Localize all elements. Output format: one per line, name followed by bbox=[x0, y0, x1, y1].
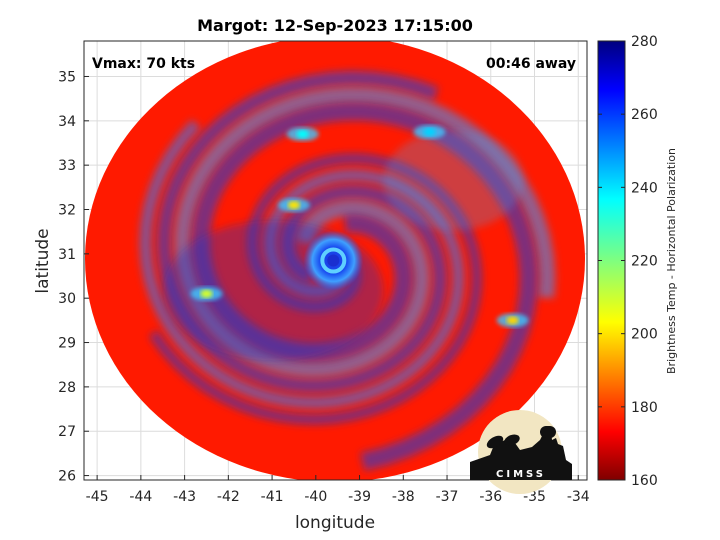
y-axis-label: latitude bbox=[33, 228, 53, 293]
eye bbox=[327, 254, 340, 267]
y-tick-label: 32 bbox=[58, 203, 76, 219]
logo-water-tower bbox=[540, 426, 556, 438]
plot-frame bbox=[83, 40, 588, 481]
colorbar-ticks: 160 180 200 220 240 260 280 bbox=[598, 34, 658, 489]
x-tick-label: -45 bbox=[86, 489, 109, 505]
colorbar-label: Brightness Temp - Horizontal Polarizatio… bbox=[665, 148, 678, 374]
chart-title: Margot: 12-Sep-2023 17:15:00 bbox=[197, 16, 473, 35]
north-band-1 bbox=[296, 130, 309, 139]
logo-silhouette bbox=[470, 428, 572, 480]
colorbar-tick-label: 260 bbox=[631, 107, 658, 123]
north-band-2 bbox=[423, 127, 436, 136]
x-tick-label: -37 bbox=[436, 489, 459, 505]
x-tick-label: -34 bbox=[567, 489, 590, 505]
x-tick-label: -38 bbox=[392, 489, 415, 505]
logo-dish-1 bbox=[486, 435, 504, 449]
rainband bbox=[156, 70, 448, 393]
cimss-logo: CIMSS bbox=[470, 410, 572, 494]
colorbar: 160 180 200 220 240 260 280 Brightness Temp - … bbox=[597, 34, 678, 489]
y-tick-label: 26 bbox=[58, 469, 76, 485]
y-tick-label: 31 bbox=[58, 247, 76, 263]
y-tick-label: 34 bbox=[58, 114, 76, 130]
x-tick-label: -42 bbox=[217, 489, 240, 505]
colorbar-tick-label: 160 bbox=[631, 473, 658, 489]
logo-dish-2 bbox=[504, 434, 520, 446]
x-axis-ticks: -45 -44 -43 -42 -41 -40 -39 -38 -37 -36 -35 -34 bbox=[86, 475, 590, 505]
y-tick-label: 30 bbox=[58, 291, 76, 307]
x-tick-label: -36 bbox=[479, 489, 502, 505]
x-tick-label: -43 bbox=[173, 489, 196, 505]
time-offset-annotation: 00:46 away bbox=[486, 56, 576, 72]
colorbar-tick-label: 280 bbox=[631, 34, 658, 50]
y-axis-ticks: 26 27 28 29 30 31 32 33 34 35 bbox=[58, 69, 89, 485]
colorbar-tick-label: 200 bbox=[631, 327, 658, 343]
x-tick-label: -39 bbox=[348, 489, 371, 505]
logo-text: CIMSS bbox=[496, 469, 546, 480]
y-tick-label: 28 bbox=[58, 380, 76, 396]
swath-texture bbox=[139, 70, 556, 471]
colorbar-tick-label: 180 bbox=[631, 400, 658, 416]
y-tick-label: 29 bbox=[58, 336, 76, 352]
inner-band bbox=[287, 201, 300, 210]
convective-features bbox=[190, 124, 529, 328]
rainband bbox=[174, 86, 556, 378]
x-tick-label: -40 bbox=[304, 489, 327, 505]
east-band bbox=[506, 316, 519, 325]
colorbar-tick-label: 220 bbox=[631, 254, 658, 270]
west-band bbox=[200, 289, 213, 298]
colorbar-tick-label: 240 bbox=[631, 180, 658, 196]
x-tick-label: -41 bbox=[261, 489, 284, 505]
colorbar-gradient bbox=[597, 40, 626, 481]
y-tick-label: 27 bbox=[58, 424, 76, 440]
eyewall-ring bbox=[320, 247, 347, 274]
vmax-annotation: Vmax: 70 kts bbox=[92, 56, 195, 72]
plot-area: -45 -44 -43 -42 -41 -40 -39 -38 -37 -36 -35 -34 262… bbox=[58, 40, 590, 505]
y-tick-label: 33 bbox=[58, 158, 76, 174]
x-axis-label: longitude bbox=[295, 513, 375, 533]
y-tick-label: 35 bbox=[58, 69, 76, 85]
x-tick-label: -44 bbox=[129, 489, 152, 505]
warm-region bbox=[383, 130, 524, 231]
